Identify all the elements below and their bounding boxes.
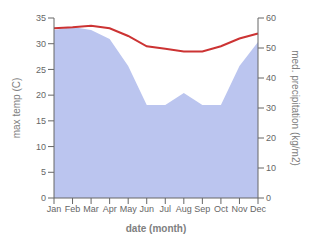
svg-text:60: 60 <box>266 13 276 23</box>
svg-text:20: 20 <box>36 90 46 100</box>
svg-text:30: 30 <box>266 103 276 113</box>
svg-text:0: 0 <box>41 193 46 203</box>
svg-text:25: 25 <box>36 65 46 75</box>
svg-text:Mar: Mar <box>83 204 99 214</box>
svg-text:30: 30 <box>36 39 46 49</box>
svg-text:Jun: Jun <box>139 204 154 214</box>
svg-text:20: 20 <box>266 133 276 143</box>
svg-text:10: 10 <box>36 142 46 152</box>
svg-text:Feb: Feb <box>65 204 81 214</box>
svg-text:35: 35 <box>36 13 46 23</box>
svg-text:Apr: Apr <box>103 204 117 214</box>
svg-text:Jan: Jan <box>47 204 62 214</box>
svg-text:Jul: Jul <box>160 204 172 214</box>
svg-text:0: 0 <box>266 193 271 203</box>
svg-text:max temp (C): max temp (C) <box>11 78 22 139</box>
svg-text:Aug: Aug <box>176 204 192 214</box>
svg-text:15: 15 <box>36 116 46 126</box>
svg-text:5: 5 <box>41 167 46 177</box>
svg-text:10: 10 <box>266 163 276 173</box>
svg-text:40: 40 <box>266 73 276 83</box>
svg-text:Nov: Nov <box>231 204 248 214</box>
svg-text:Dec: Dec <box>250 204 267 214</box>
svg-text:med. precipitation (kg/m2): med. precipitation (kg/m2) <box>290 50 301 166</box>
svg-text:50: 50 <box>266 43 276 53</box>
svg-text:May: May <box>120 204 138 214</box>
svg-text:Oct: Oct <box>214 204 229 214</box>
svg-text:Sep: Sep <box>194 204 210 214</box>
svg-text:date (month): date (month) <box>126 223 187 234</box>
